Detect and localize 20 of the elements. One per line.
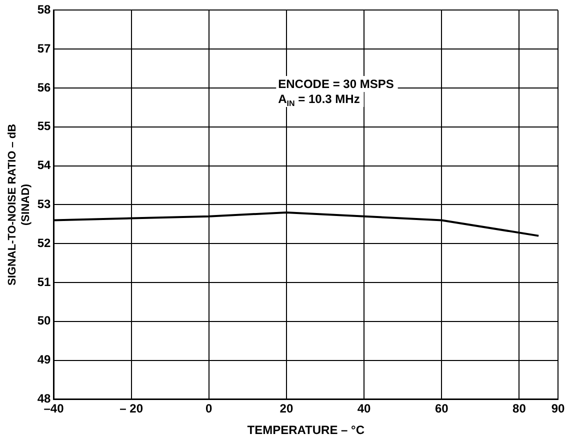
y-axis-title: SIGNAL-TO-NOISE RATIO – dB (SINAD) xyxy=(6,124,32,286)
y-tick-label: 50 xyxy=(37,314,52,328)
y-tick-label: 54 xyxy=(37,158,52,172)
y-tick-label: 56 xyxy=(37,80,52,94)
y-tick-label: 58 xyxy=(37,2,52,17)
x-tick-label: 90 xyxy=(551,402,565,416)
annotation: ENCODE = 30 MSPS xyxy=(278,77,394,91)
y-tick-label: 53 xyxy=(37,197,52,212)
y-tick-label: 55 xyxy=(37,119,52,134)
x-axis-title: TEMPERATURE – °C xyxy=(247,423,365,438)
x-tick-label: 60 xyxy=(434,402,449,416)
y-tick-label: 49 xyxy=(37,352,52,367)
x-tick-label: 20 xyxy=(280,402,294,416)
y-tick-label: 57 xyxy=(37,41,52,56)
x-tick-label: 40 xyxy=(357,402,372,416)
x-tick-label: 0 xyxy=(206,402,213,416)
x-tick-label: 80 xyxy=(512,402,526,416)
x-tick-label: – 20 xyxy=(120,402,144,416)
y-tick-label: 51 xyxy=(37,274,52,289)
y-tick-label: 52 xyxy=(37,236,52,250)
